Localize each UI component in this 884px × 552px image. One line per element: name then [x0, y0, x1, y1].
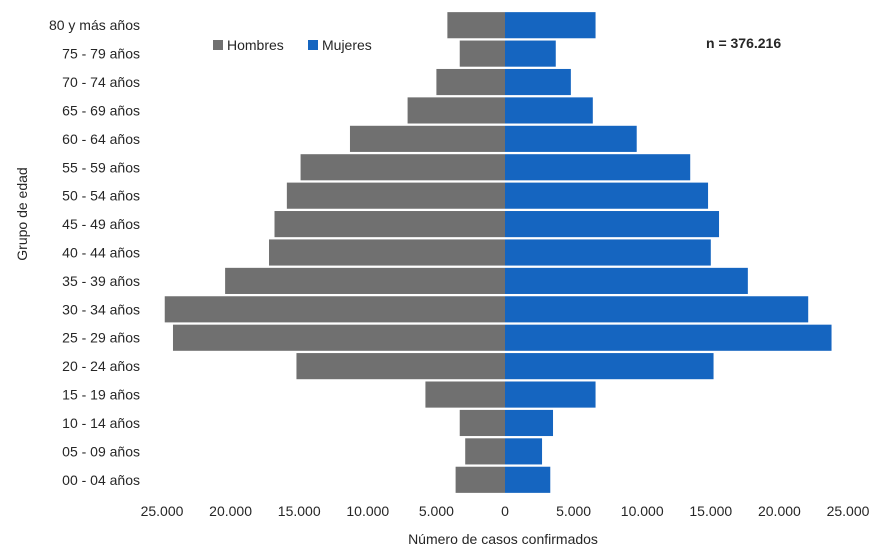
- y-tick-label: 35 - 39 años: [62, 273, 140, 289]
- bar-mujeres-05-09-a-os: [505, 438, 543, 465]
- bar-hombres-55-59-a-os: [300, 154, 505, 181]
- x-tick-label: 20.000: [209, 503, 252, 519]
- y-tick-label: 30 - 34 años: [62, 301, 140, 317]
- bar-mujeres-40-44-a-os: [505, 239, 711, 266]
- bar-mujeres-10-14-a-os: [505, 409, 554, 437]
- y-tick-label: 00 - 04 años: [62, 472, 140, 488]
- bar-hombres-70-74-a-os: [436, 68, 505, 96]
- y-axis-title: Grupo de edad: [14, 167, 30, 260]
- y-tick-label: 80 y más años: [49, 17, 140, 33]
- bar-mujeres-00-04-a-os: [505, 466, 551, 493]
- y-tick-label: 10 - 14 años: [62, 415, 140, 431]
- bar-hombres-10-14-a-os: [459, 409, 505, 437]
- bar-mujeres-15-19-a-os: [505, 381, 596, 408]
- bar-hombres-35-39-a-os: [225, 267, 505, 294]
- bar-mujeres-60-64-a-os: [505, 125, 637, 152]
- bar-hombres-75-79-a-os: [459, 40, 505, 67]
- bar-hombres-15-19-a-os: [425, 381, 505, 408]
- bar-mujeres-30-34-a-os: [505, 296, 809, 323]
- legend-label-mujeres: Mujeres: [322, 37, 372, 53]
- y-tick-label: 40 - 44 años: [62, 245, 140, 261]
- bar-mujeres-75-79-a-os: [505, 40, 556, 67]
- x-tick-label: 25.000: [827, 503, 870, 519]
- x-tick-label: 25.000: [141, 503, 184, 519]
- y-tick-label: 60 - 64 años: [62, 131, 140, 147]
- y-tick-label: 70 - 74 años: [62, 74, 140, 90]
- x-tick-label: 5.000: [419, 503, 454, 519]
- bar-hombres-20-24-a-os: [296, 353, 505, 380]
- bar-hombres-60-64-a-os: [349, 125, 505, 152]
- bar-mujeres-65-69-a-os: [505, 97, 593, 124]
- y-tick-label: 25 - 29 años: [62, 330, 140, 346]
- y-tick-label: 20 - 24 años: [62, 358, 140, 374]
- bar-mujeres-25-29-a-os: [505, 324, 832, 351]
- legend: Hombres Mujeres: [213, 37, 372, 53]
- x-tick-label: 5.000: [556, 503, 591, 519]
- y-tick-label: 15 - 19 años: [62, 387, 140, 403]
- axis-layer: 80 y más años 75 - 79 años 70 - 74 años 65 …: [49, 17, 870, 519]
- x-tick-label: 10.000: [346, 503, 389, 519]
- x-tick-label: 15.000: [278, 503, 321, 519]
- y-tick-label: 45 - 49 años: [62, 216, 140, 232]
- bar-hombres-25-29-a-os: [172, 324, 505, 351]
- bar-hombres-65-69-a-os: [407, 97, 505, 124]
- bar-mujeres-20-24-a-os: [505, 353, 714, 380]
- x-tick-label: 10.000: [621, 503, 664, 519]
- bar-mujeres-45-49-a-os: [505, 211, 720, 238]
- x-tick-label: 15.000: [689, 503, 732, 519]
- bar-mujeres-35-39-a-os: [505, 267, 748, 294]
- bar-mujeres-55-59-a-os: [505, 154, 691, 181]
- y-tick-label: 05 - 09 años: [62, 443, 140, 459]
- sample-size-annotation: n = 376.216: [706, 35, 781, 51]
- bar-mujeres-70-74-a-os: [505, 68, 571, 96]
- y-tick-label: 65 - 69 años: [62, 102, 140, 118]
- bar-mujeres-50-54-a-os: [505, 182, 709, 209]
- bar-hombres-80-y-m-s-a-os: [447, 12, 505, 39]
- bar-hombres-50-54-a-os: [286, 182, 505, 209]
- bars-layer: [164, 12, 832, 493]
- bar-hombres-40-44-a-os: [269, 239, 505, 266]
- x-tick-label: 0: [501, 503, 509, 519]
- y-tick-label: 75 - 79 años: [62, 46, 140, 62]
- y-tick-label: 50 - 54 años: [62, 188, 140, 204]
- x-tick-label: 20.000: [758, 503, 801, 519]
- bar-mujeres-80-y-m-s-a-os: [505, 12, 596, 39]
- bar-hombres-30-34-a-os: [164, 296, 505, 323]
- x-axis-title: Número de casos confirmados: [408, 531, 598, 547]
- bar-hombres-00-04-a-os: [455, 466, 505, 493]
- bar-hombres-45-49-a-os: [274, 211, 505, 238]
- y-tick-label: 55 - 59 años: [62, 159, 140, 175]
- legend-label-hombres: Hombres: [227, 37, 284, 53]
- bar-hombres-05-09-a-os: [465, 438, 505, 465]
- legend-swatch-hombres: [213, 40, 223, 50]
- legend-swatch-mujeres: [308, 40, 318, 50]
